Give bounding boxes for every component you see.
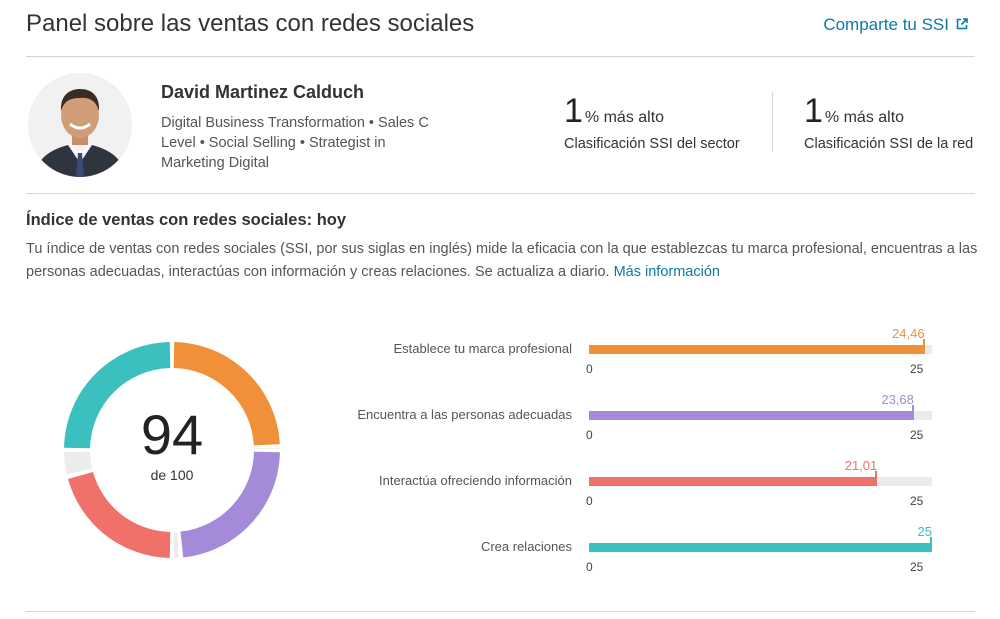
bar-marker [922, 339, 925, 354]
bar-fill [589, 477, 878, 486]
more-info-link[interactable]: Más información [613, 264, 720, 280]
profile-divider [26, 193, 975, 194]
donut-segment-1 [173, 342, 280, 446]
bar-fill [589, 411, 914, 420]
industry-rank-suffix: % más alto [584, 109, 665, 126]
industry-rank-value: 1 [564, 92, 583, 130]
donut-remainder-1 [253, 447, 280, 449]
donut-segment-4 [64, 342, 171, 449]
ssi-score-of: de 100 [150, 467, 194, 483]
bar-label: Establece tu marca profesional [393, 341, 572, 356]
x-tick-label: 0 [586, 428, 593, 442]
share-ssi-label: Comparte tu SSI [823, 15, 949, 34]
ssi-section-title: Índice de ventas con redes sociales: hoy [26, 211, 347, 229]
bar-value-label: 21,01 [844, 458, 878, 473]
profile-name: David Martinez Calduch [161, 82, 365, 102]
bar-track [589, 537, 932, 552]
bar-value-label: 25 [917, 524, 932, 539]
bar-fill [589, 543, 932, 552]
profile-headline: Digital Business Transformation • Sales … [161, 115, 429, 171]
bar-value-label: 24,46 [892, 326, 925, 341]
donut-remainder-3 [64, 451, 93, 475]
bar-label: Crea relaciones [480, 539, 572, 554]
rank-divider [772, 92, 773, 152]
x-tick-label: 0 [586, 362, 593, 376]
donut-segment-2 [180, 451, 280, 558]
ssi-description-block: Tu índice de ventas con redes sociales (… [26, 238, 981, 284]
ssi-description: Tu índice de ventas con redes sociales (… [26, 241, 978, 280]
x-tick-label: 25 [910, 560, 924, 574]
ssi-donut-chart [64, 342, 280, 558]
header-divider [26, 56, 975, 57]
x-tick-label: 0 [586, 494, 593, 508]
bar-fill [589, 345, 925, 354]
donut-remainder-2 [173, 531, 179, 558]
network-rank-suffix: % más alto [824, 109, 905, 126]
bar-marker [911, 405, 914, 420]
bar-track [589, 405, 932, 420]
bar-value-label: 23,68 [881, 392, 914, 407]
share-ssi-link[interactable]: Comparte tu SSI [823, 15, 968, 35]
network-rank: 1 % más alto Clasificación SSI de la red [804, 94, 973, 152]
bar-track [589, 471, 932, 486]
network-rank-value: 1 [804, 92, 823, 130]
x-tick-label: 25 [910, 494, 924, 508]
footer-divider [26, 611, 975, 612]
bar-label: Interactúa ofreciendo información [379, 473, 572, 488]
page-title: Panel sobre las ventas con redes sociale… [26, 10, 475, 37]
x-tick-label: 25 [910, 362, 924, 376]
bar-label: Encuentra a las personas adecuadas [357, 407, 572, 422]
x-tick-label: 0 [586, 560, 593, 574]
network-rank-label: Clasificación SSI de la red [804, 136, 974, 152]
external-link-icon [956, 15, 968, 35]
x-tick-label: 25 [910, 428, 924, 442]
bar-marker [930, 537, 932, 552]
avatar[interactable] [28, 73, 132, 177]
ssi-score: 94 [140, 403, 204, 466]
donut-segment-3 [67, 472, 171, 558]
industry-rank-label: Clasificación SSI del sector [564, 136, 740, 152]
bar-marker [875, 471, 878, 486]
industry-rank: 1 % más alto Clasificación SSI del secto… [564, 94, 740, 152]
bar-track [589, 339, 932, 354]
